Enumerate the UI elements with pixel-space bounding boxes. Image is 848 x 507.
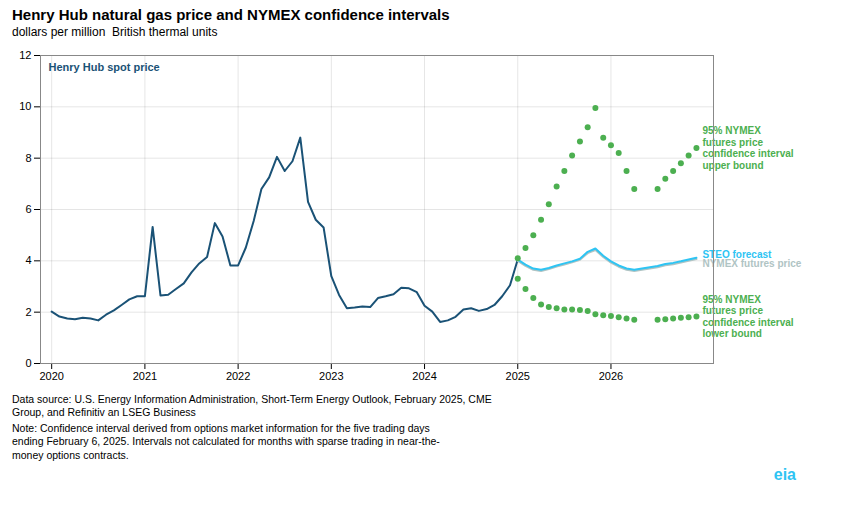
svg-text:0: 0: [25, 357, 31, 369]
html-text:Data source: U.S. Energy Infor: Data source: U.S. Energy Information Adm…: [12, 393, 492, 419]
svg-text:8: 8: [25, 152, 31, 164]
svg-text:NYMEX futures price: NYMEX futures price: [702, 258, 801, 269]
svg-text:2026: 2026: [599, 370, 623, 382]
svg-text:2024: 2024: [412, 370, 436, 382]
svg-text:2021: 2021: [133, 370, 157, 382]
svg-text:10: 10: [19, 100, 31, 112]
svg-text:2023: 2023: [319, 370, 343, 382]
svg-text:Henry Hub spot price: Henry Hub spot price: [49, 61, 160, 73]
svg-text:STEO forecast: STEO forecast: [702, 249, 772, 260]
svg-text:2022: 2022: [226, 370, 250, 382]
html-text:dollars per million British th: dollars per million British thermal unit…: [12, 25, 218, 39]
html-text:eia: eia: [773, 465, 796, 483]
svg-text:4: 4: [25, 254, 31, 266]
svg-text:12: 12: [19, 49, 31, 61]
svg-text:2: 2: [25, 306, 31, 318]
html-text:Note: Confidence interval deri: Note: Confidence interval derived from o…: [12, 422, 440, 461]
svg-text:95% NYMEXfutures priceconfiden: 95% NYMEXfutures priceconfidence interva…: [702, 125, 793, 171]
svg-text:6: 6: [25, 203, 31, 215]
svg-text:2025: 2025: [506, 370, 530, 382]
svg-text:2020: 2020: [39, 370, 63, 382]
html-text:Henry Hub natural gas price an: Henry Hub natural gas price and NYMEX co…: [12, 6, 450, 23]
svg-text:95% NYMEXfutures priceconfiden: 95% NYMEXfutures priceconfidence interva…: [702, 294, 793, 340]
